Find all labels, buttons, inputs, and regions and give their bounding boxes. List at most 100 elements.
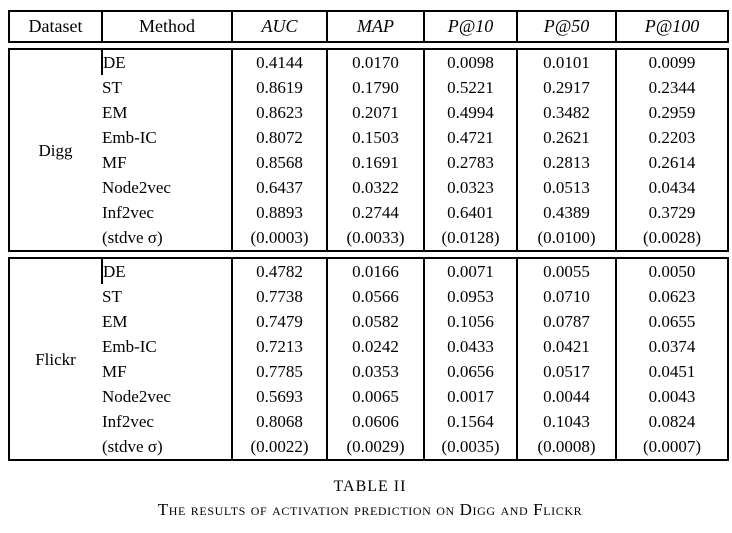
table-row: Node2vec 0.5693 0.0065 0.0017 0.0044 0.0043 xyxy=(9,384,728,409)
table-row: EM 0.8623 0.2071 0.4994 0.3482 0.2959 xyxy=(9,100,728,125)
metric-value: 0.0242 xyxy=(326,334,424,359)
metric-value: 0.4144 xyxy=(231,49,327,75)
method-label: EM xyxy=(102,312,128,331)
method-label: Node2vec xyxy=(102,387,171,406)
metric-value: (0.0029) xyxy=(326,434,424,460)
dataset-label-digg: Digg xyxy=(38,140,73,160)
method-label: ST xyxy=(102,78,122,97)
table-row: Emb-IC 0.8072 0.1503 0.4721 0.2621 0.2203 xyxy=(9,125,728,150)
metric-value: 0.0655 xyxy=(615,309,728,334)
metric-value: 0.3729 xyxy=(615,200,728,225)
table-row: ST 0.7738 0.0566 0.0953 0.0710 0.0623 xyxy=(9,284,728,309)
metric-value: 0.4994 xyxy=(423,100,517,125)
metric-value: 0.0044 xyxy=(516,384,616,409)
table-row: Flickr DE 0.4782 0.0166 0.0071 0.0055 0.0050 xyxy=(9,258,728,369)
col-header-dataset: Dataset xyxy=(28,16,83,36)
metric-value: (0.0028) xyxy=(615,225,728,251)
table-row: (stdve σ) (0.0003) (0.0033) (0.0128) (0.0100… xyxy=(9,225,728,251)
metric-value: 0.2071 xyxy=(326,100,424,125)
col-header-p10: P@10 xyxy=(423,11,517,42)
metric-value: 0.8619 xyxy=(231,75,327,100)
metric-value: (0.0035) xyxy=(423,434,517,460)
method-label: Emb-IC xyxy=(102,337,157,356)
metric-value: 0.0099 xyxy=(615,49,728,75)
metric-value: 0.1056 xyxy=(423,309,517,334)
metric-value: 0.0098 xyxy=(423,49,517,75)
dataset-label-flickr: Flickr xyxy=(35,349,76,369)
metric-value: (0.0100) xyxy=(516,225,616,251)
method-label: Inf2vec xyxy=(102,203,154,222)
metric-value: (0.0007) xyxy=(615,434,728,460)
metric-value: 0.4721 xyxy=(423,125,517,150)
col-header-auc: AUC xyxy=(231,11,327,42)
metric-value: 0.1564 xyxy=(423,409,517,434)
metric-value: 0.0071 xyxy=(423,258,517,284)
method-label: MF xyxy=(102,153,127,172)
metric-value: 0.0065 xyxy=(326,384,424,409)
metric-value: (0.0033) xyxy=(326,225,424,251)
metric-value: 0.0170 xyxy=(326,49,424,75)
table-row: Digg DE 0.4144 0.0170 0.0098 0.0101 0.0099 xyxy=(9,49,728,160)
metric-value: 0.2813 xyxy=(516,150,616,175)
metric-value: 0.8893 xyxy=(231,200,327,225)
method-label: Inf2vec xyxy=(102,412,154,431)
metric-value: 0.0323 xyxy=(423,175,517,200)
table-caption: TABLE II The results of activation predi… xyxy=(8,476,732,522)
metric-value: 0.0656 xyxy=(423,359,517,384)
metric-value: 0.0451 xyxy=(615,359,728,384)
metric-value: 0.2344 xyxy=(615,75,728,100)
metric-value: 0.0374 xyxy=(615,334,728,359)
metric-value: 0.0953 xyxy=(423,284,517,309)
metric-value: (0.0003) xyxy=(231,225,327,251)
metric-value: 0.0434 xyxy=(615,175,728,200)
metric-value: 0.0166 xyxy=(326,258,424,284)
table-row: MF 0.7785 0.0353 0.0656 0.0517 0.0451 xyxy=(9,359,728,384)
metric-value: 0.1503 xyxy=(326,125,424,150)
metric-value: 0.2621 xyxy=(516,125,616,150)
table-row: (stdve σ) (0.0022) (0.0029) (0.0035) (0.0008… xyxy=(9,434,728,460)
metric-value: 0.0517 xyxy=(516,359,616,384)
metric-value: 0.0787 xyxy=(516,309,616,334)
metric-value: 0.1691 xyxy=(326,150,424,175)
flickr-section: Flickr DE 0.4782 0.0166 0.0071 0.0055 0.0050 ST… xyxy=(8,257,729,461)
metric-value: 0.8068 xyxy=(231,409,327,434)
method-label: Node2vec xyxy=(102,178,171,197)
metric-value: 0.4389 xyxy=(516,200,616,225)
metric-value: 0.0623 xyxy=(615,284,728,309)
metric-value: 0.0353 xyxy=(326,359,424,384)
metric-value: 0.7213 xyxy=(231,334,327,359)
table-row: EM 0.7479 0.0582 0.1056 0.0787 0.0655 xyxy=(9,309,728,334)
metric-value: 0.8623 xyxy=(231,100,327,125)
col-header-p100: P@100 xyxy=(615,11,728,42)
table-row: Inf2vec 0.8893 0.2744 0.6401 0.4389 0.3729 xyxy=(9,200,728,225)
metric-value: 0.0824 xyxy=(615,409,728,434)
metric-value: 0.2959 xyxy=(615,100,728,125)
metric-value: 0.0710 xyxy=(516,284,616,309)
metric-value: 0.0043 xyxy=(615,384,728,409)
col-header-method: Method xyxy=(101,11,232,42)
table-row: Emb-IC 0.7213 0.0242 0.0433 0.0421 0.0374 xyxy=(9,334,728,359)
metric-value: 0.2744 xyxy=(326,200,424,225)
metric-value: 0.0421 xyxy=(516,334,616,359)
metric-value: 0.0017 xyxy=(423,384,517,409)
metric-value: 0.7738 xyxy=(231,284,327,309)
metric-value: 0.0433 xyxy=(423,334,517,359)
method-label: DE xyxy=(101,49,232,75)
metric-value: 0.3482 xyxy=(516,100,616,125)
table-row: ST 0.8619 0.1790 0.5221 0.2917 0.2344 xyxy=(9,75,728,100)
metric-value: 0.7785 xyxy=(231,359,327,384)
metric-value: 0.8568 xyxy=(231,150,327,175)
metric-value: 0.2917 xyxy=(516,75,616,100)
table-number: TABLE II xyxy=(333,478,407,495)
digg-section: Digg DE 0.4144 0.0170 0.0098 0.0101 0.0099 ST 0.… xyxy=(8,48,729,252)
table-header-box: Dataset Method AUC MAP P@10 P@50 P@100 xyxy=(8,10,729,43)
metric-value: 0.5221 xyxy=(423,75,517,100)
results-table: Dataset Method AUC MAP P@10 P@50 P@100 Digg DE 0… xyxy=(8,10,729,461)
method-label: (stdve σ) xyxy=(102,228,163,247)
table-row: Node2vec 0.6437 0.0322 0.0323 0.0513 0.0434 xyxy=(9,175,728,200)
metric-value: 0.5693 xyxy=(231,384,327,409)
metric-value: 0.4782 xyxy=(231,258,327,284)
metric-value: (0.0128) xyxy=(423,225,517,251)
metric-value: 0.1790 xyxy=(326,75,424,100)
